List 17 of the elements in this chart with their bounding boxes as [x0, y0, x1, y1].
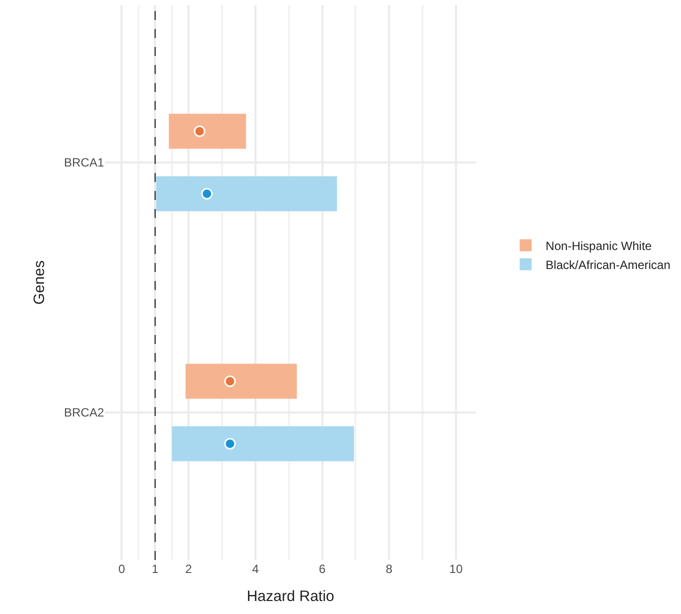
x-tick-label: 2	[185, 562, 192, 576]
x-tick-label: 8	[386, 562, 393, 576]
bar	[168, 114, 246, 149]
bar	[156, 176, 337, 212]
bar	[186, 364, 297, 399]
x-tick-label: 6	[318, 562, 326, 576]
legend-label: Non-Hispanic White	[546, 238, 652, 253]
y-axis-title: Genes	[31, 260, 48, 305]
y-tick-label: BRCA2	[64, 406, 104, 420]
x-tick-label: 1	[152, 562, 159, 576]
y-tick-label: BRCA1	[64, 156, 104, 170]
x-axis-title: Hazard Ratio	[246, 588, 334, 605]
bar	[172, 426, 354, 462]
legend-label: Black/African-American	[546, 258, 670, 272]
x-tick-label: 4	[252, 562, 260, 576]
x-tick-label: 10	[449, 562, 463, 576]
x-tick-label: 0	[118, 562, 126, 576]
